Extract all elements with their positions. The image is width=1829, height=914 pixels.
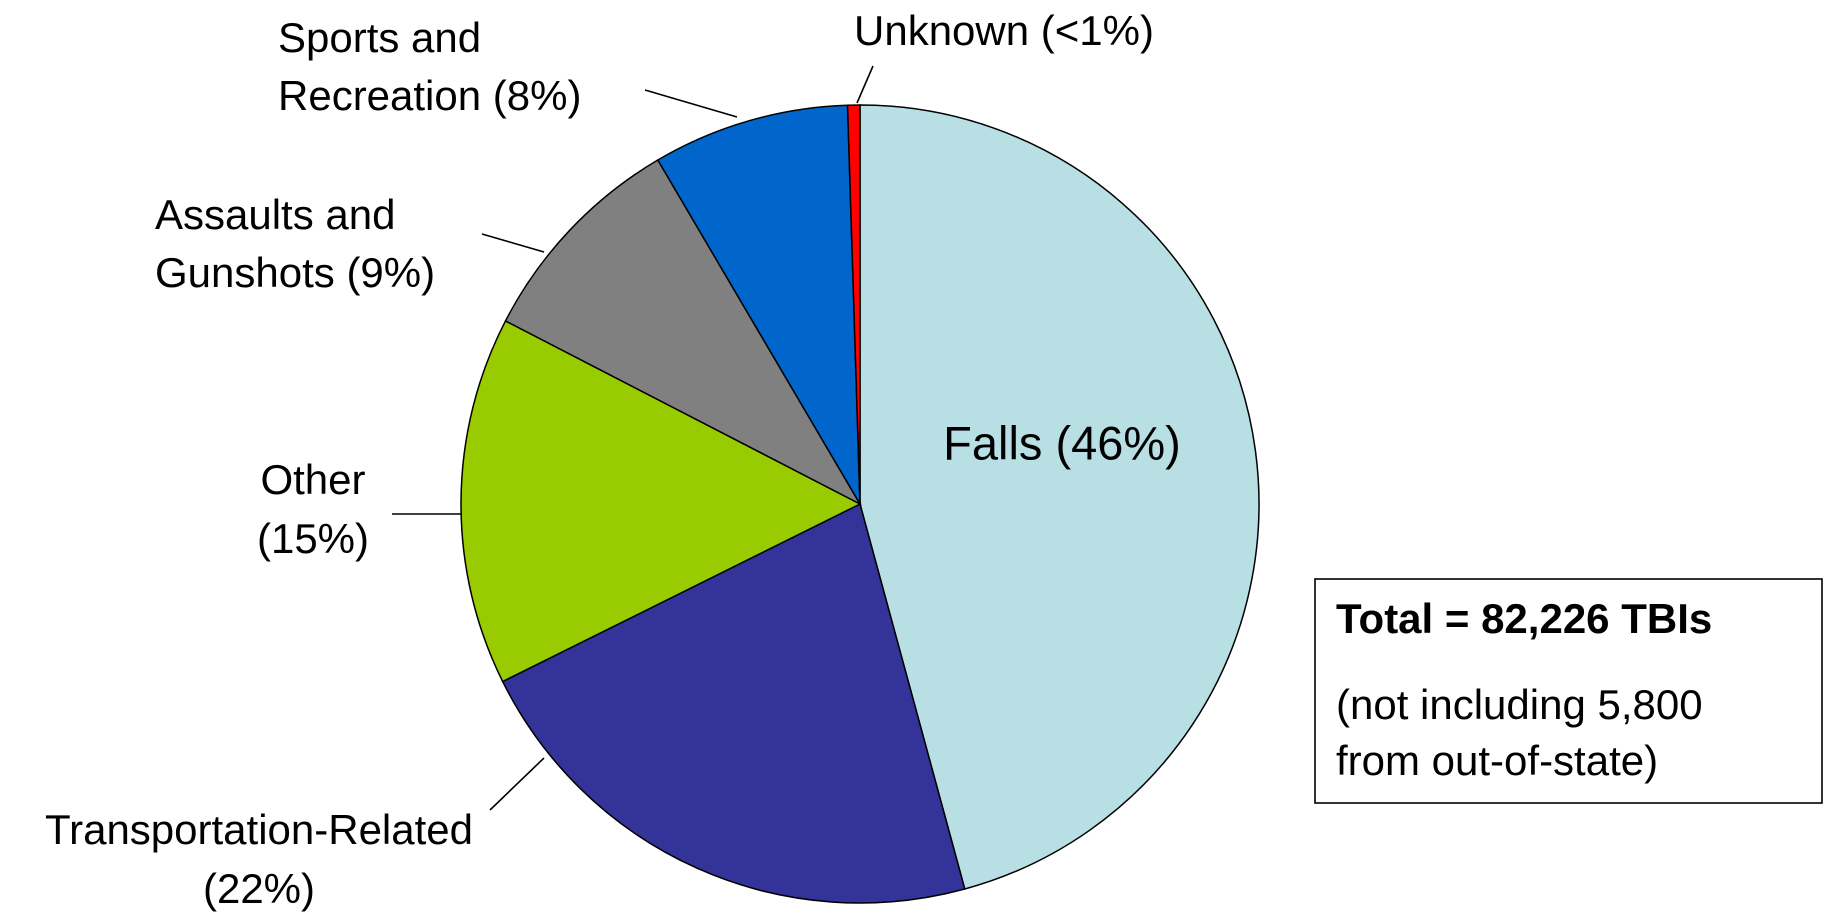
pie-slice: [460, 319, 862, 683]
slice-label: Other: [260, 456, 365, 503]
slice-label: Gunshots (9%): [155, 249, 435, 296]
leader-line: [856, 65, 874, 104]
annotation-title: Total = 82,226 TBIs: [1336, 595, 1712, 642]
pie-slice: [859, 104, 1260, 890]
pie-slice: [504, 158, 862, 506]
pie-slice: [846, 104, 861, 505]
slice-label: Recreation (8%): [278, 72, 581, 119]
annotation-line: (not including 5,800: [1336, 681, 1703, 728]
annotation-line: from out-of-state): [1336, 737, 1658, 784]
leader-line: [481, 233, 545, 253]
leader-line: [644, 89, 738, 118]
leader-line: [489, 757, 545, 811]
slice-label: Assaults and: [155, 191, 395, 238]
slice-label: Transportation-Related: [45, 806, 473, 853]
slice-label: Unknown (<1%): [854, 7, 1154, 54]
slice-label: Sports and: [278, 14, 481, 61]
slice-label: (15%): [257, 515, 369, 562]
annotation-box: [1314, 578, 1823, 804]
slice-label: Falls (46%): [943, 416, 1181, 469]
slice-label: (22%): [203, 865, 315, 912]
pie-slice: [501, 502, 966, 904]
pie-slice: [656, 104, 861, 505]
